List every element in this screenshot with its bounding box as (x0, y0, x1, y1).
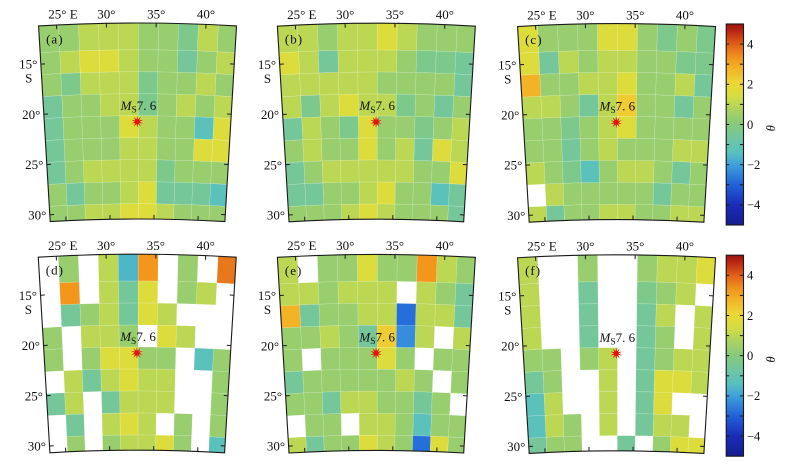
svg-text:−4: −4 (747, 429, 761, 443)
svg-text:25° E: 25° E (527, 7, 556, 22)
svg-text:15°: 15° (258, 57, 276, 72)
svg-text:25° E: 25° E (287, 238, 316, 253)
svg-text:25° E: 25° E (48, 238, 77, 253)
svg-text:30°: 30° (97, 7, 115, 22)
svg-text:15°: 15° (498, 57, 516, 72)
svg-text:20°: 20° (22, 107, 40, 122)
svg-text:15°: 15° (19, 57, 37, 72)
svg-text:20°: 20° (22, 338, 40, 353)
svg-text:25° E: 25° E (48, 7, 77, 22)
svg-text:MS7. 6: MS7. 6 (358, 329, 395, 347)
svg-text:25°: 25° (25, 157, 43, 172)
svg-text:MS7. 6: MS7. 6 (120, 98, 157, 116)
svg-text:4: 4 (747, 37, 754, 51)
svg-text:20°: 20° (261, 338, 279, 353)
svg-text:S: S (25, 302, 32, 317)
svg-text:30°: 30° (576, 7, 594, 22)
svg-text:(f): (f) (525, 263, 541, 278)
svg-text:15°: 15° (498, 289, 516, 304)
svg-text:30°: 30° (267, 208, 285, 223)
svg-text:(c): (c) (525, 32, 542, 47)
svg-text:35°: 35° (386, 7, 404, 22)
svg-text:35°: 35° (147, 238, 165, 253)
svg-text:(a): (a) (46, 31, 63, 46)
svg-text:30°: 30° (336, 238, 354, 253)
svg-text:25° E: 25° E (287, 7, 316, 22)
svg-text:MS7. 6: MS7. 6 (599, 330, 636, 348)
svg-text:30°: 30° (267, 439, 285, 454)
svg-text:35°: 35° (147, 7, 165, 22)
svg-text:40°: 40° (676, 239, 694, 254)
svg-text:40°: 40° (436, 238, 454, 253)
svg-text:35°: 35° (386, 238, 404, 253)
svg-text:(b): (b) (285, 32, 303, 47)
svg-text:−2: −2 (747, 158, 760, 172)
svg-text:2: 2 (747, 309, 753, 323)
svg-text:S: S (264, 71, 271, 86)
svg-text:40°: 40° (676, 7, 694, 22)
svg-text:30°: 30° (507, 208, 525, 223)
svg-text:25°: 25° (25, 388, 43, 403)
svg-text:30°: 30° (576, 239, 594, 254)
svg-text:θ: θ (763, 125, 777, 131)
svg-text:MS7. 6: MS7. 6 (358, 98, 395, 116)
svg-text:−2: −2 (747, 389, 760, 403)
svg-text:0: 0 (747, 349, 753, 363)
svg-text:2: 2 (747, 78, 753, 92)
svg-text:20°: 20° (501, 108, 519, 123)
svg-text:35°: 35° (626, 7, 644, 22)
svg-text:40°: 40° (197, 7, 215, 22)
svg-text:4: 4 (747, 269, 754, 283)
svg-text:30°: 30° (28, 439, 46, 454)
svg-text:30°: 30° (336, 7, 354, 22)
svg-text:MS7. 6: MS7. 6 (119, 329, 156, 347)
svg-text:25°: 25° (264, 389, 282, 404)
svg-text:15°: 15° (19, 288, 37, 303)
svg-text:40°: 40° (197, 238, 215, 253)
svg-text:θ: θ (763, 356, 777, 362)
svg-text:S: S (264, 302, 271, 317)
svg-text:25°: 25° (264, 157, 282, 172)
svg-text:15°: 15° (258, 288, 276, 303)
svg-text:20°: 20° (261, 107, 279, 122)
svg-text:35°: 35° (626, 239, 644, 254)
svg-text:25°: 25° (504, 389, 522, 404)
svg-text:25°: 25° (504, 158, 522, 173)
svg-text:0: 0 (747, 118, 753, 132)
svg-text:20°: 20° (501, 339, 519, 354)
svg-text:30°: 30° (507, 439, 525, 454)
svg-text:30°: 30° (97, 238, 115, 253)
svg-text:S: S (504, 303, 511, 318)
svg-text:25° E: 25° E (527, 239, 556, 254)
svg-text:MS7. 6: MS7. 6 (599, 99, 636, 117)
svg-text:S: S (504, 71, 511, 86)
svg-text:30°: 30° (28, 207, 46, 222)
svg-text:40°: 40° (436, 7, 454, 22)
svg-text:−4: −4 (747, 198, 761, 212)
svg-text:(d): (d) (46, 263, 64, 278)
svg-text:(e): (e) (285, 263, 302, 278)
svg-text:S: S (25, 71, 32, 86)
